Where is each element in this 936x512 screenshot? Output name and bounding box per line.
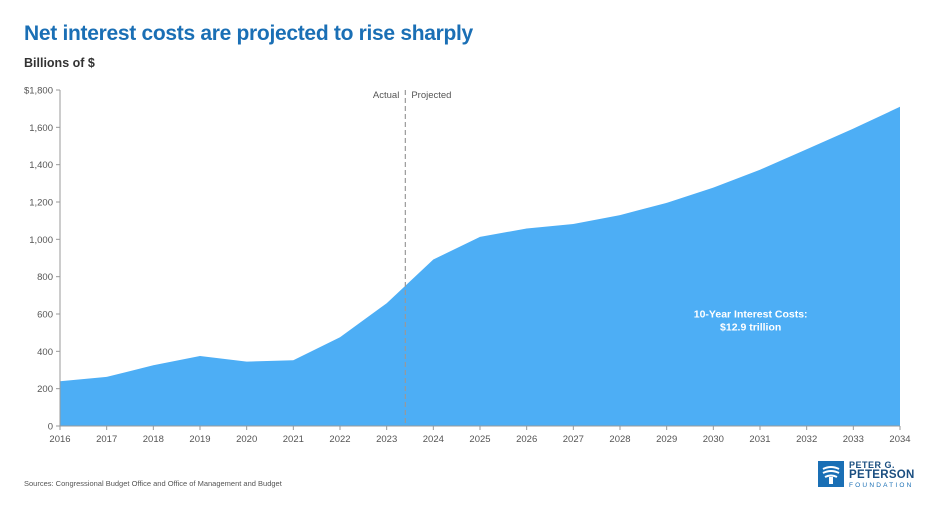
logo-line-1: PETER G. <box>849 460 896 470</box>
x-tick-label: 2017 <box>96 434 117 445</box>
x-tick-label: 2033 <box>843 434 864 445</box>
y-tick-label: 1,600 <box>29 123 53 134</box>
x-tick-label: 2029 <box>656 434 677 445</box>
y-tick-label: 800 <box>37 272 53 283</box>
x-tick-label: 2025 <box>469 434 490 445</box>
x-tick-label: 2016 <box>49 434 70 445</box>
x-tick-label: 2020 <box>236 434 257 445</box>
annotation-line-1: 10-Year Interest Costs: <box>694 309 808 321</box>
projected-label: Projected <box>411 90 451 101</box>
y-tick-label: 1,200 <box>29 198 53 209</box>
logo-line-3: FOUNDATION <box>849 482 914 489</box>
chart-subtitle: Billions of $ <box>24 56 95 70</box>
x-tick-label: 2030 <box>703 434 724 445</box>
y-tick-label: 200 <box>37 384 53 395</box>
logo-line-2: PETERSON <box>849 469 915 481</box>
y-tick-label: 600 <box>37 310 53 321</box>
x-tick-label: 2019 <box>189 434 210 445</box>
x-tick-label: 2021 <box>283 434 304 445</box>
x-tick-label: 2027 <box>563 434 584 445</box>
x-tick-label: 2023 <box>376 434 397 445</box>
actual-label: Actual <box>373 90 399 101</box>
x-tick-label: 2031 <box>749 434 770 445</box>
x-tick-label: 2024 <box>423 434 444 445</box>
x-tick-label: 2028 <box>609 434 630 445</box>
chart-title: Net interest costs are projected to rise… <box>24 22 473 45</box>
source-note: Sources: Congressional Budget Office and… <box>24 479 282 488</box>
x-tick-label: 2018 <box>143 434 164 445</box>
y-tick-label: 400 <box>37 347 53 358</box>
y-tick-label: $1,800 <box>24 86 53 97</box>
peterson-foundation-logo: PETER G. PETERSON FOUNDATION <box>818 460 918 490</box>
y-tick-label: 1,000 <box>29 235 53 246</box>
x-tick-label: 2022 <box>329 434 350 445</box>
x-tick-label: 2032 <box>796 434 817 445</box>
x-tick-label: 2034 <box>889 434 910 445</box>
y-tick-label: 1,400 <box>29 160 53 171</box>
y-tick-label: 0 <box>48 422 53 433</box>
annotation-line-2: $12.9 trillion <box>720 322 781 334</box>
x-tick-label: 2026 <box>516 434 537 445</box>
torch-icon <box>818 461 844 487</box>
interest-cost-area <box>60 106 900 427</box>
